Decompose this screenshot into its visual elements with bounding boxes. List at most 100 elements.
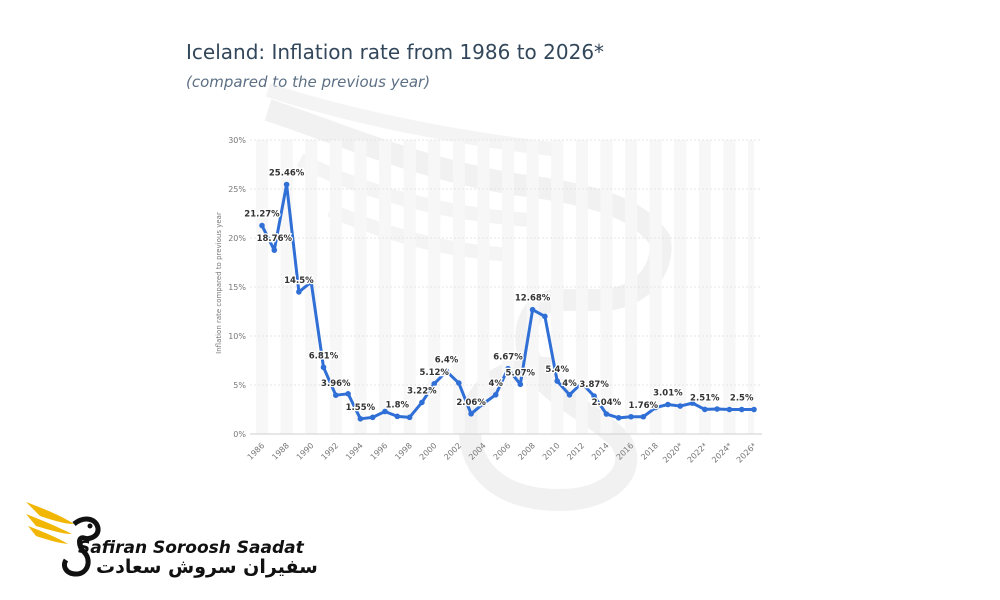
data-labels: 21.27% 18.76% 25.46% 14.5% 6.81% 3.96% 1.55% 1.… [243,167,755,414]
data-point [652,404,659,411]
data-point [406,414,413,421]
grid-band [575,140,588,434]
data-point [529,306,536,313]
data-point [554,378,560,384]
x-tick-label: 2022* [686,441,710,465]
data-point [369,414,376,421]
y-tick-label: 30% [228,136,246,145]
data-label: 3.87% [579,380,609,390]
grid-band [674,140,687,434]
data-point [357,416,364,422]
x-tick-label: 2024* [710,441,734,465]
data-label: 5.4% [545,365,569,375]
grid-band [723,140,736,434]
data-point [492,392,499,398]
data-point [296,289,302,295]
x-tick-label: 2020* [661,441,685,465]
x-tick-label: 1988 [270,441,291,462]
data-point [628,413,634,420]
x-tick-label: 1998 [393,441,414,462]
data-point [665,401,671,408]
data-label: 6.67% [493,353,523,363]
data-point [640,413,647,420]
chart-subtitle: (compared to the previous year) [186,73,431,91]
x-tick-label: 2000 [418,441,439,462]
chart-title: Iceland: Inflation rate from 1986 to 202… [186,40,605,64]
data-label: 2.04% [592,398,622,408]
data-point [566,392,573,398]
data-point [308,279,315,285]
data-point [419,399,425,406]
data-point [726,406,733,413]
x-tick-label: 1986 [246,441,267,462]
x-tick-label: 2008 [516,441,537,462]
data-point [714,406,720,412]
x-tick-label: 2006 [492,441,513,462]
chart-grid [250,139,762,435]
data-label: 2.51% [690,393,720,403]
data-point [615,415,622,421]
data-label: 18.76% [257,234,293,244]
grid-band [526,140,539,434]
data-label: 6.81% [309,351,339,361]
grid-band [403,140,416,434]
grid-band [354,140,367,434]
data-label: 2.5% [730,394,754,404]
x-tick-label: 1996 [369,441,390,462]
data-label: 5.12% [419,368,449,378]
y-tick-label: 20% [228,234,246,243]
data-point [443,368,450,375]
data-point [333,392,339,398]
grid-band [698,140,711,434]
data-label: 1.55% [346,403,376,413]
x-tick-label: 2014 [590,441,611,462]
y-tick-label: 25% [228,185,246,194]
x-tick-label: 1990 [295,441,316,462]
data-point [689,400,696,406]
data-label: 1.8% [386,400,410,410]
logo-name-en: Safiran Soroosh Saadat [78,538,304,558]
y-tick-label: 0% [233,430,246,439]
data-point [320,364,327,371]
data-label: 12.68% [515,294,551,304]
data-label: 5.07% [506,368,536,378]
grid-band [379,140,392,434]
y-axis-label: Inflation rate compared to previous year [215,212,223,354]
data-label: 21.27% [244,210,280,220]
data-label: 25.46% [269,168,305,178]
grid-band [502,140,515,434]
data-point [345,391,351,397]
data-point [382,408,388,415]
data-point [480,400,487,407]
series-inflation [259,181,757,422]
data-label: 2.06% [456,398,486,408]
data-point [677,403,683,409]
data-label: 3.96% [321,379,351,389]
data-label: 14.5% [284,276,314,286]
y-tick-label: 15% [228,283,246,292]
data-label: 3.22% [407,386,437,396]
data-point [431,381,438,387]
data-point [591,393,597,399]
data-label: 3.01% [653,389,683,399]
data-point [259,222,265,229]
x-tick-label: 2012 [565,441,586,462]
x-tick-label: 2026* [735,441,759,465]
grid-band [551,140,564,434]
data-point [738,406,745,413]
data-point [542,313,548,320]
x-tick-label: 2018 [639,441,660,462]
y-tick-label: 10% [228,332,246,341]
data-point [468,411,474,417]
data-label: 1.76% [629,401,659,411]
data-label: 4% [488,379,503,389]
y-tick-label: 5% [233,381,246,390]
x-axis: 1986 1988 1990 1992 1994 1996 1998 2000 2002 2004… [246,441,759,465]
data-point [702,406,708,413]
logo-name-fa: سفیران سروش سعادت [96,556,318,578]
data-point [283,181,290,188]
data-point [394,413,401,420]
data-label: 4% [562,379,577,389]
y-axis: 0% 5% 10% 15% 20% 25% 30% [228,136,246,439]
